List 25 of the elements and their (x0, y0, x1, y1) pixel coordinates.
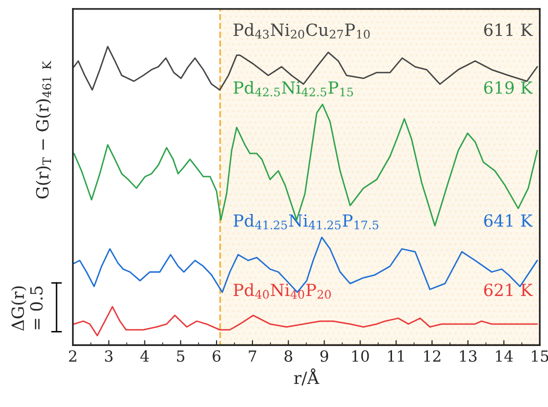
x-axis-title: r/Å (294, 368, 320, 386)
series-label: Pd$_{43}$Ni$_{20}$Cu$_{27}$P$_{10}$ (234, 23, 370, 39)
series-label: Pd$_{40}$Ni$_{40}$P$_{20}$ (234, 283, 331, 299)
annotation: 621 K (484, 284, 533, 296)
x-tick-label: 13 (460, 350, 477, 362)
y-axis-title: G(r)$_{T}$ − G(r)$_{461 K}$ (36, 60, 52, 199)
x-tick-label: 10 (352, 350, 369, 362)
x-tick-label: 4 (140, 350, 149, 362)
x-tick-label: 9 (320, 350, 328, 362)
x-tick-label: 3 (105, 350, 113, 362)
x-tick-label: 2 (69, 350, 76, 362)
x-tick-label: 6 (212, 350, 220, 362)
text: ΔG(r) = 0.5 (11, 286, 43, 331)
x-tick-label: 11 (388, 350, 404, 362)
series-label: Pd$_{42.5}$Ni$_{42.5}$P$_{15}$ (234, 80, 353, 96)
x-tick-label: 7 (248, 350, 256, 362)
annotation: 641 K (484, 214, 533, 227)
x-tick-label: 15 (532, 350, 548, 362)
text: 611 K (484, 23, 533, 36)
series-label: Pd$_{41.25}$Ni$_{41.25}$P$_{17.5}$ (234, 214, 378, 230)
x-tick-label: 8 (284, 350, 292, 362)
annotation: 619 K (484, 81, 533, 94)
x-tick-label: 5 (177, 350, 184, 362)
x-tick-label: 12 (424, 350, 440, 362)
x-tick-label: 14 (496, 350, 513, 362)
